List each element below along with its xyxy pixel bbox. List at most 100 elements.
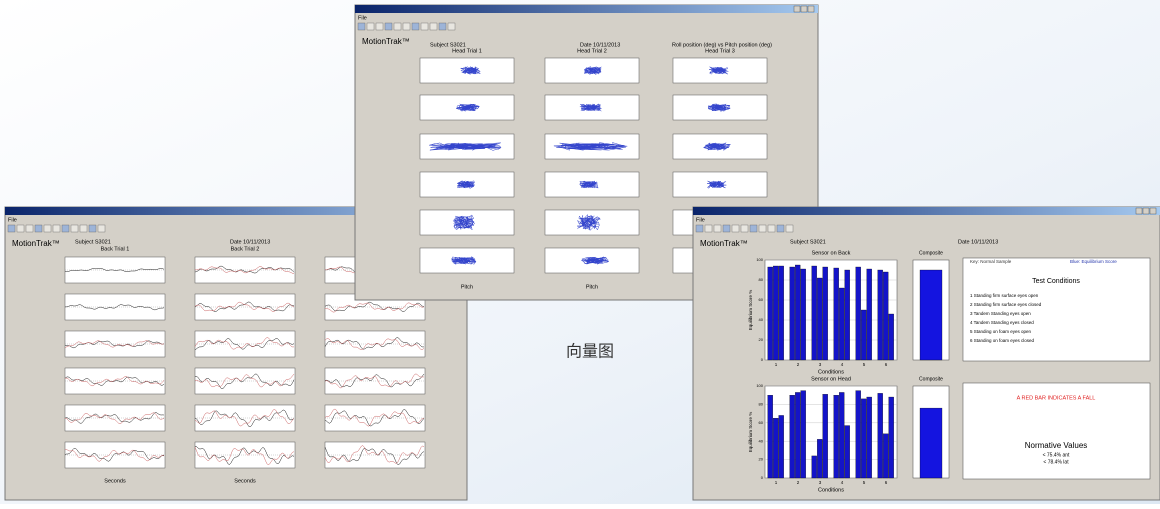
label: Pitch <box>461 284 473 290</box>
label: Pitch <box>586 284 598 290</box>
toolbar-button[interactable] <box>393 22 402 31</box>
window-button[interactable] <box>1142 207 1150 215</box>
trajectory <box>583 66 602 75</box>
trace <box>194 373 295 390</box>
bar <box>844 269 850 361</box>
trace <box>65 340 165 349</box>
toolbar-button[interactable] <box>61 224 70 233</box>
label: 60 <box>759 420 764 425</box>
bar <box>861 309 867 361</box>
trace <box>194 266 295 274</box>
trace <box>324 338 425 351</box>
label: 2 <box>797 362 800 367</box>
title-bar <box>355 5 818 13</box>
window-button[interactable] <box>1149 207 1157 215</box>
label: Subject S3021 <box>75 239 111 245</box>
label: Sensor on Back <box>812 250 851 256</box>
trace <box>324 373 425 389</box>
label: File <box>696 217 705 223</box>
toolbar-button[interactable] <box>749 224 758 233</box>
trajectory <box>553 142 628 151</box>
label: MotionTrak™ <box>12 239 60 248</box>
trace <box>194 301 295 312</box>
bar <box>795 392 801 479</box>
toolbar-button[interactable] <box>34 224 43 233</box>
composite-bar <box>919 407 943 479</box>
bar <box>778 415 784 479</box>
label: Back Trial 1 <box>101 246 130 252</box>
bar <box>822 394 828 479</box>
window-button[interactable] <box>793 5 801 13</box>
label: 80 <box>759 401 764 406</box>
title-bar <box>693 207 1160 215</box>
label: Conditions <box>818 487 844 493</box>
label: Date 10/11/2013 <box>958 239 998 245</box>
toolbar-button[interactable] <box>776 224 785 233</box>
label: 向量图 <box>566 342 614 361</box>
toolbar-button[interactable] <box>402 22 411 31</box>
bar <box>888 396 894 479</box>
trajectory <box>707 103 731 112</box>
toolbar-button[interactable] <box>79 224 88 233</box>
bar <box>789 266 795 361</box>
label: Equilibrium Score % <box>748 412 753 453</box>
toolbar-button[interactable] <box>88 224 97 233</box>
trace <box>65 376 165 387</box>
label: 0 <box>761 475 764 480</box>
window-button[interactable] <box>1135 207 1143 215</box>
toolbar-button[interactable] <box>695 224 704 233</box>
bar <box>883 271 889 361</box>
trace <box>194 337 295 350</box>
label: 60 <box>759 297 764 302</box>
label: 1 Standing firm surface eyes open <box>970 293 1039 298</box>
toolbar-button[interactable] <box>411 22 420 31</box>
toolbar-button[interactable] <box>704 224 713 233</box>
trace <box>64 448 165 462</box>
trace <box>324 408 425 427</box>
bar <box>767 395 773 479</box>
bar <box>811 265 817 361</box>
toolbar-button[interactable] <box>384 22 393 31</box>
toolbar-button[interactable] <box>447 22 456 31</box>
label: Head Trial 3 <box>705 48 735 54</box>
bar <box>800 390 806 479</box>
toolbar-button[interactable] <box>740 224 749 233</box>
toolbar-button[interactable] <box>722 224 731 233</box>
toolbar-button[interactable] <box>52 224 61 233</box>
label: Date 10/11/2013 <box>230 239 270 245</box>
toolbar-button[interactable] <box>25 224 34 233</box>
window-button[interactable] <box>800 5 808 13</box>
toolbar-button[interactable] <box>438 22 447 31</box>
trace <box>64 412 165 424</box>
bar <box>866 268 872 361</box>
toolbar-button[interactable] <box>366 22 375 31</box>
label: Back Trial 2 <box>231 246 260 252</box>
label: 1 <box>775 480 778 485</box>
label: Roll position (deg) vs Pitch position (d… <box>672 42 772 48</box>
label: MotionTrak™ <box>362 37 410 46</box>
toolbar-button[interactable] <box>731 224 740 233</box>
composite-bar <box>919 269 943 361</box>
window-button[interactable] <box>807 5 815 13</box>
toolbar-button[interactable] <box>785 224 794 233</box>
trajectory <box>702 142 732 151</box>
bar <box>817 439 823 479</box>
bar <box>877 393 883 479</box>
toolbar-button[interactable] <box>758 224 767 233</box>
toolbar-button[interactable] <box>767 224 776 233</box>
toolbar-button[interactable] <box>97 224 106 233</box>
label: Equilibrium Score % <box>748 290 753 331</box>
toolbar-button[interactable] <box>357 22 366 31</box>
bar <box>877 269 883 361</box>
toolbar-button[interactable] <box>16 224 25 233</box>
toolbar-button[interactable] <box>713 224 722 233</box>
label: Normative Values <box>1025 441 1088 450</box>
trace <box>194 265 295 274</box>
toolbar-button[interactable] <box>7 224 16 233</box>
label: 40 <box>759 317 764 322</box>
toolbar-button[interactable] <box>375 22 384 31</box>
toolbar-button[interactable] <box>429 22 438 31</box>
toolbar-button[interactable] <box>70 224 79 233</box>
toolbar-button[interactable] <box>43 224 52 233</box>
toolbar-button[interactable] <box>420 22 429 31</box>
